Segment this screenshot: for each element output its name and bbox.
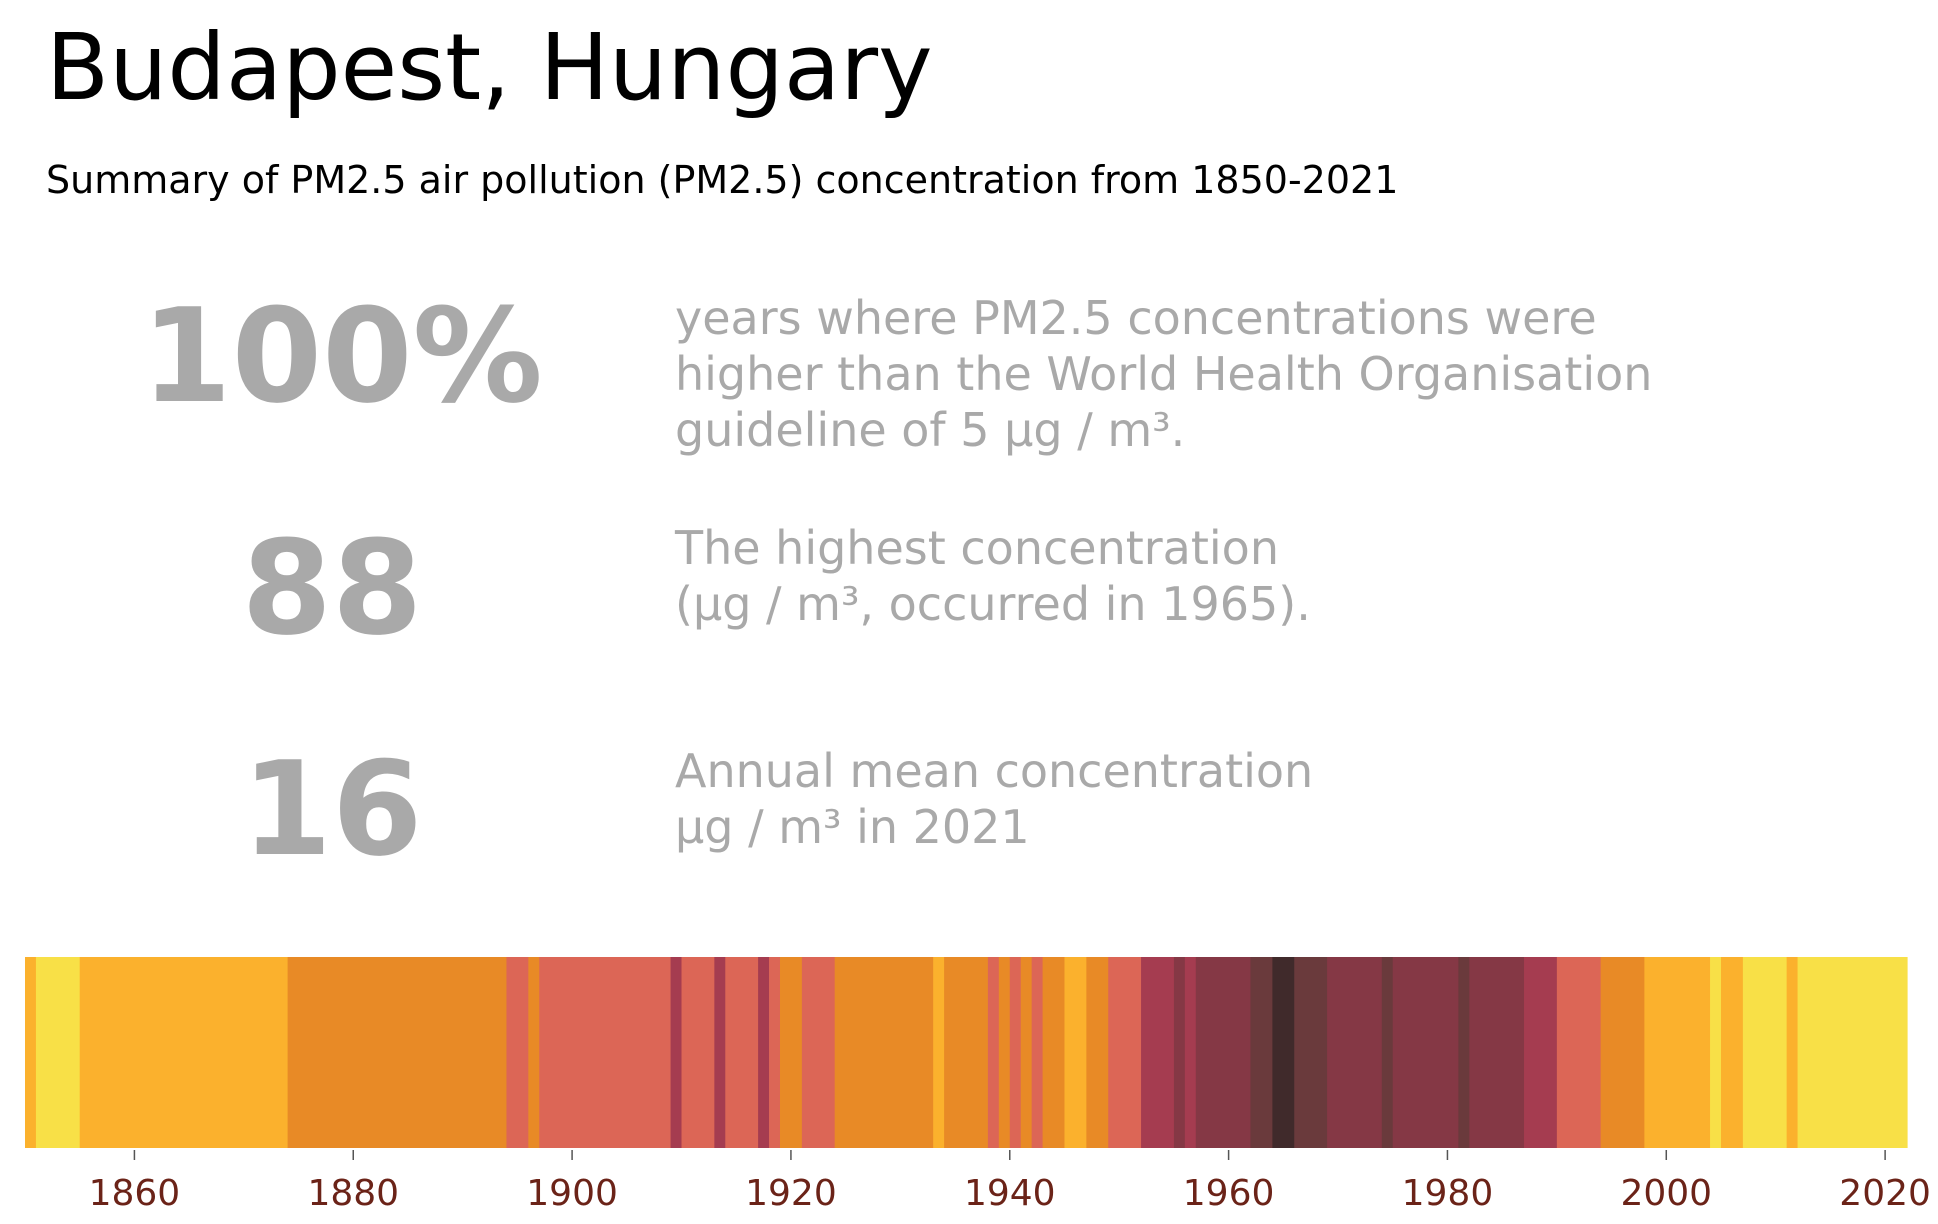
stripe-1949-1952 — [1108, 957, 1142, 1148]
stat-description-percent: years where PM2.5 concentrations were hi… — [675, 290, 1652, 458]
stripe-1909-1910 — [670, 957, 683, 1148]
stripe-1966-1969 — [1294, 957, 1328, 1148]
stripe-1994-1998 — [1600, 957, 1645, 1148]
x-tick-label-1980: 1980 — [1402, 1173, 1494, 1214]
x-tick-label-1940: 1940 — [964, 1173, 1056, 1214]
stripes-group — [25, 957, 1908, 1148]
stripe-1894-1896 — [506, 957, 529, 1148]
stripe-1934-1938 — [944, 957, 989, 1148]
stat-description-line: guideline of 5 μg / m³. — [675, 403, 1186, 457]
x-tick-label-1880: 1880 — [307, 1173, 399, 1214]
stat-description-line: Annual mean concentration — [675, 744, 1314, 798]
x-tick-label-1860: 1860 — [89, 1173, 181, 1214]
stat-value-mean: 16 — [241, 733, 423, 885]
stripe-2007-2011 — [1742, 957, 1788, 1148]
stripe-1955-1956 — [1173, 957, 1186, 1148]
stripe-1918-1919 — [769, 957, 781, 1148]
stripe-1981-1982 — [1458, 957, 1470, 1148]
x-tick-label-1960: 1960 — [1183, 1173, 1275, 1214]
x-tick-label-2020: 2020 — [1839, 1173, 1931, 1214]
stripe-1941-1942 — [1020, 957, 1033, 1148]
stripe-1855-1874 — [79, 957, 289, 1148]
stat-description-line: (μg / m³, occurred in 1965). — [675, 577, 1311, 631]
x-tick-label-1920: 1920 — [745, 1173, 837, 1214]
stripe-1964-1966 — [1272, 957, 1295, 1148]
stripe-2004-2005 — [1710, 957, 1722, 1148]
stripe-1990-1994 — [1556, 957, 1602, 1148]
stripe-1952-1955 — [1141, 957, 1175, 1148]
x-tick-label-2000: 2000 — [1620, 1173, 1712, 1214]
stripe-1914-1917 — [725, 957, 759, 1148]
stripe-1957-1962 — [1195, 957, 1252, 1148]
stripe-1910-1913 — [681, 957, 715, 1148]
stripe-1913-1914 — [714, 957, 726, 1148]
page-subtitle: Summary of PM2.5 air pollution (PM2.5) c… — [46, 158, 1399, 202]
stripe-1919-1921 — [779, 957, 803, 1148]
stripe-1956-1957 — [1184, 957, 1197, 1148]
stat-description-highest: The highest concentration (μg / m³, occu… — [675, 520, 1311, 632]
page-title: Budapest, Hungary — [46, 14, 933, 121]
stripe-1939-1940 — [998, 957, 1011, 1148]
stripe-1938-1939 — [987, 957, 1000, 1148]
x-axis: 1860 1880 1900 1920 1940 1960 1980 2000 2020 — [89, 1150, 1931, 1214]
stripe-1975-1981 — [1392, 957, 1459, 1148]
stripe-1874-1894 — [287, 957, 508, 1148]
stripe-1982-1987 — [1469, 957, 1525, 1148]
stat-value-highest: 88 — [241, 512, 423, 664]
stripe-2011-2012 — [1786, 957, 1799, 1148]
stripe-1987-1990 — [1524, 957, 1558, 1148]
stripe-1969-1974 — [1327, 957, 1383, 1148]
stripe-1896-1897 — [528, 957, 540, 1148]
stat-description-line: years where PM2.5 concentrations were — [675, 291, 1597, 345]
stripe-1933-1934 — [933, 957, 945, 1148]
stripe-1947-1949 — [1086, 957, 1109, 1148]
stripe-2012-2022 — [1797, 957, 1908, 1148]
stripe-1945-1947 — [1064, 957, 1087, 1148]
stat-description-line: μg / m³ in 2021 — [675, 800, 1030, 854]
stripe-1998-2004 — [1644, 957, 1711, 1148]
stripe-1943-1945 — [1042, 957, 1066, 1148]
stat-description-mean: Annual mean concentration μg / m³ in 202… — [675, 743, 1313, 855]
stat-description-line: higher than the World Health Organisatio… — [675, 347, 1653, 401]
stat-value-percent: 100% — [141, 280, 543, 432]
stripe-1897-1909 — [539, 957, 672, 1148]
stripe-1851-1855 — [35, 957, 81, 1148]
stat-description-line: The highest concentration — [675, 521, 1279, 575]
stripe-1924-1933 — [834, 957, 934, 1148]
x-tick-label-1900: 1900 — [526, 1173, 618, 1214]
stripe-1942-1943 — [1031, 957, 1044, 1148]
stripe-1974-1975 — [1381, 957, 1394, 1148]
stripe-1962-1964 — [1250, 957, 1273, 1148]
stripe-1940-1941 — [1009, 957, 1022, 1148]
stripe-1917-1918 — [758, 957, 770, 1148]
stripe-1850-1851 — [25, 957, 37, 1148]
stripe-1921-1924 — [801, 957, 836, 1148]
stripe-2005-2007 — [1720, 957, 1744, 1148]
